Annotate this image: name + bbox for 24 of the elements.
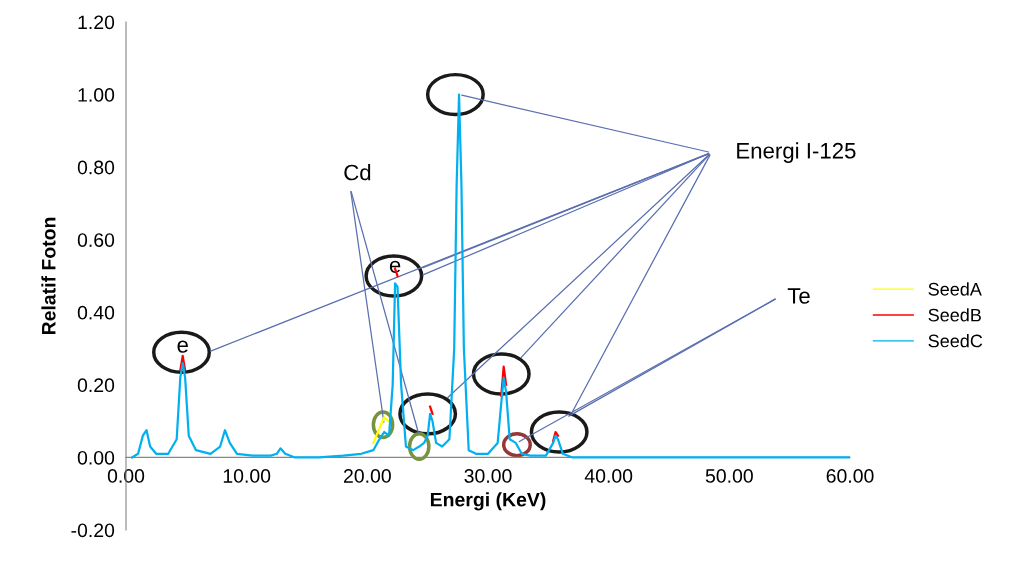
legend-label: SeedB	[928, 308, 981, 322]
y-tick-label: 0.00	[77, 450, 115, 465]
x-tick-label: 20.00	[343, 469, 391, 483]
x-tick-label: 60.00	[826, 469, 874, 483]
annotation: Te	[787, 288, 810, 304]
x-tick-label: 40.00	[584, 469, 633, 483]
y-tick-label: 1.20	[78, 15, 115, 30]
x-tick-label: 50.00	[705, 469, 753, 483]
y-tick-label: 0.60	[77, 233, 115, 247]
y-tick-label: 0.40	[77, 305, 115, 320]
x-tick-label: 30.00	[464, 469, 512, 483]
x-tick-label: 0.00	[107, 469, 145, 483]
annotation: Energi I-125	[737, 142, 856, 163]
y-tick-label: -0.20	[71, 523, 115, 538]
x-axis-title: Energi (KeV)	[430, 492, 546, 511]
annotation: e	[177, 340, 188, 353]
legend-label: SeedA	[928, 282, 982, 296]
y-tick-label: 1.00	[78, 88, 115, 102]
y-tick-label: 0.20	[77, 378, 115, 393]
y-axis-title: Relatif Foton	[41, 217, 56, 335]
y-tick-label: 0.80	[77, 160, 115, 175]
annotation: Cd	[344, 164, 371, 181]
x-tick-label: 10.00	[223, 469, 271, 483]
legend-label: SeedC	[928, 334, 983, 348]
